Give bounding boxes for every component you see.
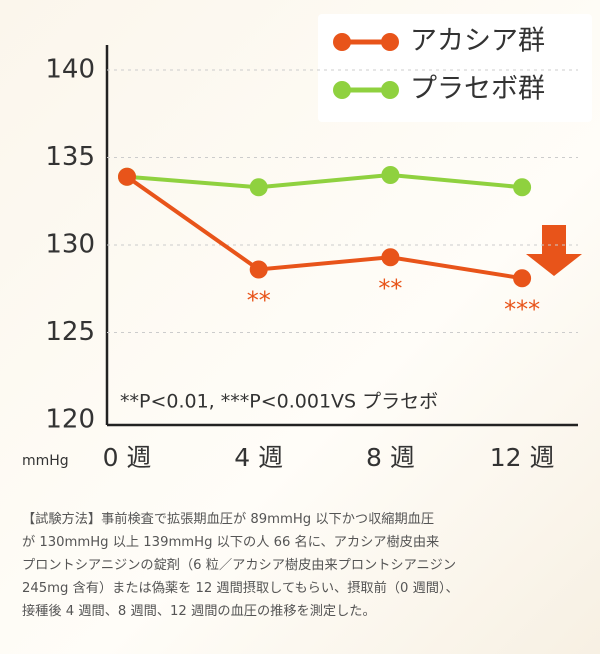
legend-dot — [381, 33, 399, 51]
point — [118, 167, 136, 186]
line — [126, 172, 523, 190]
description-line: が 130mmHg 以上 139mmHg 以下の人 66 名に、アカシア樹皮由来 — [22, 535, 440, 550]
legend-dot — [333, 81, 351, 99]
y-tick-label: 125 — [45, 317, 95, 347]
y-unit: mmHg — [22, 453, 69, 469]
description-line: 245mg 含有）または偽薬を 12 週間摂取してもらい、摂取前（0 週間）、 — [22, 581, 459, 596]
legend-dot — [333, 33, 351, 51]
point — [513, 178, 532, 197]
significance-label: *** — [504, 295, 540, 323]
point — [249, 178, 268, 197]
footnote: **P<0.01, ***P<0.001VS プラセボ — [120, 391, 438, 413]
y-tick-label: 140 — [45, 55, 95, 85]
y-tick-label: 135 — [45, 142, 95, 172]
chart: mmHg **P<0.01, ***P<0.001VS プラセボ 120 125 1… — [22, 25, 582, 472]
legend-dot — [381, 81, 399, 99]
x-tick-label: 12 週 — [490, 443, 555, 472]
description-line: 【試験方法】事前検査で拡張期血圧が 89mmHg 以下かつ収縮期血圧 — [22, 512, 435, 527]
line — [125, 175, 523, 281]
point — [249, 260, 268, 279]
point — [381, 248, 400, 267]
down-arrow — [526, 225, 582, 276]
x-tick-label: 8 週 — [366, 443, 415, 472]
description: 【試験方法】事前検査で拡張期血圧が 89mmHg 以下かつ収縮期血圧が 130m… — [22, 508, 592, 623]
significance-label: ** — [247, 287, 271, 315]
point — [381, 166, 400, 184]
significance-label: ** — [378, 274, 402, 302]
legend-label: プラセボ群 — [410, 74, 545, 105]
description-line: 接種後 4 週間、8 週間、12 週間の血圧の推移を測定した。 — [22, 604, 376, 619]
description-line: プロントシアニジンの錠剤（6 粒／アカシア樹皮由来プロントシアニジン — [22, 558, 457, 573]
point — [513, 269, 532, 288]
y-tick-label: 120 — [45, 405, 95, 435]
legend-label: アカシア群 — [410, 26, 545, 57]
y-tick-label: 130 — [45, 230, 95, 260]
x-tick-label: 0 週 — [103, 443, 152, 472]
x-tick-label: 4 週 — [234, 443, 283, 472]
